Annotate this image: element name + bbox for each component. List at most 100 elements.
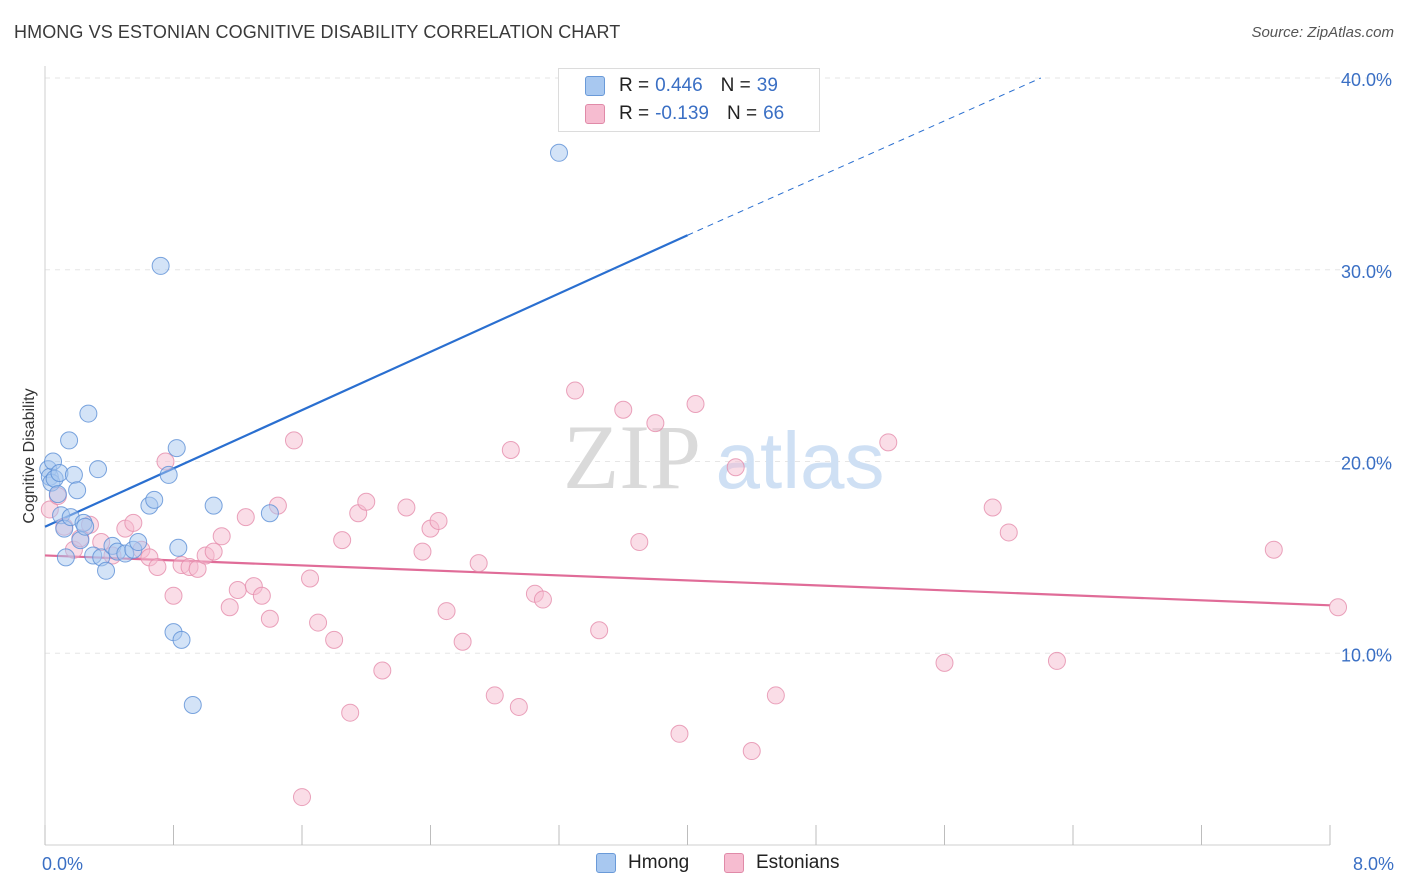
hmong-point bbox=[204, 496, 223, 515]
estonian-point bbox=[1329, 598, 1348, 617]
estonian-swatch bbox=[585, 104, 605, 124]
hmong-point bbox=[97, 561, 116, 580]
estonian-point bbox=[630, 533, 649, 552]
estonian-point bbox=[1264, 540, 1283, 559]
hmong-point bbox=[56, 548, 75, 567]
y-tick-label-10: 10.0% bbox=[1341, 645, 1392, 665]
hmong-point bbox=[260, 504, 279, 523]
hmong-point bbox=[550, 143, 568, 162]
estonian-point bbox=[726, 458, 745, 477]
estonian-point bbox=[1047, 651, 1066, 670]
tick-labels: 10.0% 20.0% 30.0% 40.0% 0.0% 8.0% bbox=[42, 70, 1394, 874]
estonian-point bbox=[501, 440, 520, 459]
estonian-point bbox=[413, 542, 432, 561]
estonian-point bbox=[309, 613, 328, 632]
estonian-point bbox=[686, 394, 705, 413]
estonian-point bbox=[509, 697, 528, 716]
watermark-zip: ZIP bbox=[563, 406, 701, 508]
y-tick-label-40: 40.0% bbox=[1341, 70, 1392, 90]
estonian-point bbox=[429, 511, 448, 530]
estonian-point bbox=[766, 686, 785, 705]
hmong-point bbox=[169, 538, 188, 557]
x-tick-label-min: 0.0% bbox=[42, 854, 83, 874]
hmong-point bbox=[48, 485, 67, 504]
hmong-swatch bbox=[585, 76, 605, 96]
estonian-point bbox=[236, 508, 255, 527]
hmong-trend-line bbox=[44, 234, 688, 528]
estonian-point bbox=[437, 602, 456, 621]
estonian-point bbox=[148, 557, 167, 576]
hmong-point bbox=[151, 256, 170, 275]
estonian-point bbox=[260, 609, 279, 628]
series-legend: Hmong Estonians bbox=[0, 852, 1406, 878]
hmong-point bbox=[76, 517, 95, 536]
estonian-point bbox=[935, 653, 954, 672]
estonian-point bbox=[999, 523, 1018, 542]
estonian-point bbox=[188, 559, 207, 578]
hmong-trend-extension bbox=[687, 77, 1042, 236]
estonian-point bbox=[301, 569, 320, 588]
estonian-point bbox=[293, 788, 311, 807]
r-label: R = bbox=[619, 103, 650, 124]
watermark: ZIP atlas bbox=[563, 406, 884, 508]
estonian-point bbox=[228, 580, 247, 599]
estonian-point bbox=[284, 431, 303, 450]
hmong-point bbox=[167, 439, 186, 458]
estonian-point bbox=[373, 661, 392, 680]
hmong-point bbox=[60, 431, 79, 450]
y-axis-label-wrap: Cognitive Disability bbox=[21, 388, 38, 523]
estonian-point bbox=[590, 621, 609, 640]
estonian-point bbox=[566, 381, 585, 400]
estonian-point bbox=[485, 686, 504, 705]
hmong-point bbox=[68, 481, 87, 500]
estonian-point bbox=[879, 433, 898, 452]
trend-lines bbox=[44, 77, 1331, 607]
source-credit: Source: ZipAtlas.com bbox=[1251, 24, 1394, 41]
n-label: N = bbox=[726, 103, 758, 124]
r-value: -0.139 bbox=[655, 103, 709, 124]
estonian-point bbox=[212, 527, 231, 546]
legend-row-estonians: R = -0.139 N = 66 bbox=[585, 102, 784, 126]
estonian-point bbox=[983, 498, 1002, 517]
estonian-point bbox=[646, 414, 665, 433]
estonian-point bbox=[333, 531, 352, 550]
estonian-point bbox=[397, 498, 416, 517]
estonian-point bbox=[453, 632, 472, 651]
hmong-point bbox=[159, 465, 178, 484]
hmong-point bbox=[79, 404, 98, 423]
estonian-swatch bbox=[724, 853, 744, 873]
hmong-point bbox=[172, 630, 191, 649]
hmong-point bbox=[183, 696, 202, 715]
estonian-point bbox=[164, 586, 183, 605]
legend-label-hmong: Hmong bbox=[628, 852, 690, 873]
y-axis-label: Cognitive Disability bbox=[21, 388, 38, 523]
estonian-point bbox=[614, 400, 633, 419]
hmong-point bbox=[129, 533, 148, 552]
estonian-point bbox=[325, 630, 344, 649]
axes bbox=[44, 66, 1331, 846]
r-label: R = bbox=[619, 75, 650, 96]
r-value: 0.446 bbox=[655, 75, 703, 96]
n-value: 66 bbox=[763, 103, 785, 124]
hmong-point bbox=[64, 465, 83, 484]
chart-title: HMONG VS ESTONIAN COGNITIVE DISABILITY C… bbox=[14, 22, 621, 42]
y-tick-label-20: 20.0% bbox=[1341, 454, 1392, 474]
legend-item-estonians[interactable]: Estonians bbox=[724, 852, 839, 874]
legend-label-estonians: Estonians bbox=[756, 852, 840, 873]
estonian-point bbox=[124, 513, 143, 532]
estonian-point bbox=[670, 724, 689, 743]
data-points bbox=[39, 143, 1348, 807]
estonian-point bbox=[533, 590, 552, 609]
estonian-point bbox=[220, 598, 239, 617]
hmong-point bbox=[145, 490, 164, 509]
grid-lines bbox=[45, 77, 1390, 654]
hmong-swatch bbox=[596, 853, 616, 873]
estonian-point bbox=[204, 542, 223, 561]
legend-item-hmong[interactable]: Hmong bbox=[596, 852, 689, 874]
correlation-legend: R = 0.446 N = 39 R = -0.139 N = 66 bbox=[558, 68, 820, 132]
n-value: 39 bbox=[756, 75, 778, 96]
n-label: N = bbox=[720, 75, 751, 96]
estonian-point bbox=[357, 492, 376, 511]
estonian-point bbox=[469, 554, 488, 573]
